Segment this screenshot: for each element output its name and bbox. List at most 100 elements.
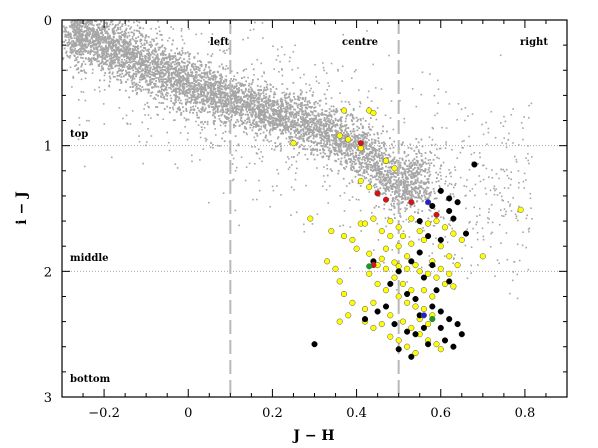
field-point: [164, 54, 167, 56]
field-point: [188, 62, 191, 64]
field-point: [288, 104, 291, 106]
field-point: [246, 100, 248, 103]
field-point: [369, 166, 372, 169]
field-point: [392, 151, 395, 154]
field-point: [200, 63, 203, 66]
field-point: [370, 163, 372, 166]
field-point: [192, 62, 195, 65]
field-point: [246, 118, 249, 120]
field-point: [161, 78, 163, 81]
field-point: [84, 39, 86, 42]
field-point: [106, 37, 109, 40]
field-point: [385, 174, 388, 177]
field-point: [306, 114, 309, 116]
field-point: [262, 124, 265, 127]
field-point: [104, 63, 107, 65]
field-point: [122, 61, 125, 64]
field-point: [207, 86, 210, 89]
field-point: [234, 97, 236, 100]
field-point: [291, 138, 294, 141]
field-point: [257, 89, 259, 91]
field-point: [319, 99, 322, 102]
field-point: [185, 92, 188, 95]
field-point: [379, 154, 382, 157]
field-point: [388, 189, 390, 192]
field-point: [222, 99, 224, 101]
field-point: [289, 105, 291, 108]
field-point: [80, 33, 83, 36]
field-point: [378, 165, 381, 168]
field-point: [248, 84, 250, 87]
field-point: [409, 204, 412, 207]
field-point: [161, 44, 164, 47]
field-point: [348, 143, 351, 146]
field-point: [125, 69, 127, 72]
field-point: [198, 83, 201, 85]
field-point: [261, 118, 263, 121]
field-point: [392, 205, 395, 208]
field-point: [235, 97, 238, 100]
field-point: [106, 36, 109, 38]
field-point: [159, 63, 162, 66]
field-point: [358, 127, 360, 130]
field-point: [262, 131, 265, 134]
field-point: [389, 147, 392, 150]
field-point: [369, 143, 371, 146]
field-point: [181, 86, 184, 88]
field-point: [436, 177, 438, 179]
field-point: [169, 107, 171, 109]
field-point: [258, 120, 261, 123]
field-point: [265, 105, 268, 107]
field-point: [204, 121, 206, 123]
field-point: [334, 150, 336, 152]
field-point: [173, 104, 176, 106]
field-point: [401, 197, 404, 199]
field-point: [289, 125, 292, 127]
field-point: [132, 66, 134, 69]
field-point: [212, 78, 214, 80]
field-point: [86, 46, 88, 48]
field-point: [80, 29, 82, 32]
field-point: [153, 61, 156, 63]
field-point: [374, 165, 377, 168]
field-point: [339, 163, 342, 165]
field-point: [357, 159, 360, 162]
field-point: [165, 70, 167, 73]
field-point: [195, 73, 197, 76]
field-point: [232, 101, 235, 103]
field-point: [165, 81, 167, 83]
field-point: [280, 132, 282, 135]
field-point: [394, 182, 397, 185]
field-point: [353, 167, 355, 170]
field-point: [399, 180, 402, 183]
field-point: [208, 66, 211, 69]
field-point: [424, 188, 427, 190]
field-point: [111, 31, 114, 34]
field-point: [344, 129, 347, 131]
field-point: [318, 131, 320, 134]
field-point: [223, 140, 226, 143]
field-point: [226, 92, 229, 95]
field-point: [77, 71, 80, 74]
field-point: [248, 108, 250, 110]
field-point: [348, 148, 350, 151]
field-point: [177, 61, 179, 64]
field-point: [303, 126, 306, 128]
field-point: [178, 62, 181, 65]
field-point: [277, 123, 280, 126]
field-point: [189, 101, 192, 104]
field-point: [284, 99, 287, 102]
field-point: [139, 39, 142, 41]
field-point: [232, 91, 234, 94]
field-point: [226, 116, 229, 119]
field-point: [187, 84, 190, 87]
field-point: [269, 128, 272, 131]
field-point: [125, 32, 127, 35]
field-point: [306, 125, 308, 128]
field-point: [231, 86, 234, 88]
field-point: [233, 78, 235, 81]
field-point: [149, 62, 152, 64]
field-point: [172, 77, 175, 80]
field-point: [195, 111, 198, 114]
field-point: [389, 137, 391, 140]
